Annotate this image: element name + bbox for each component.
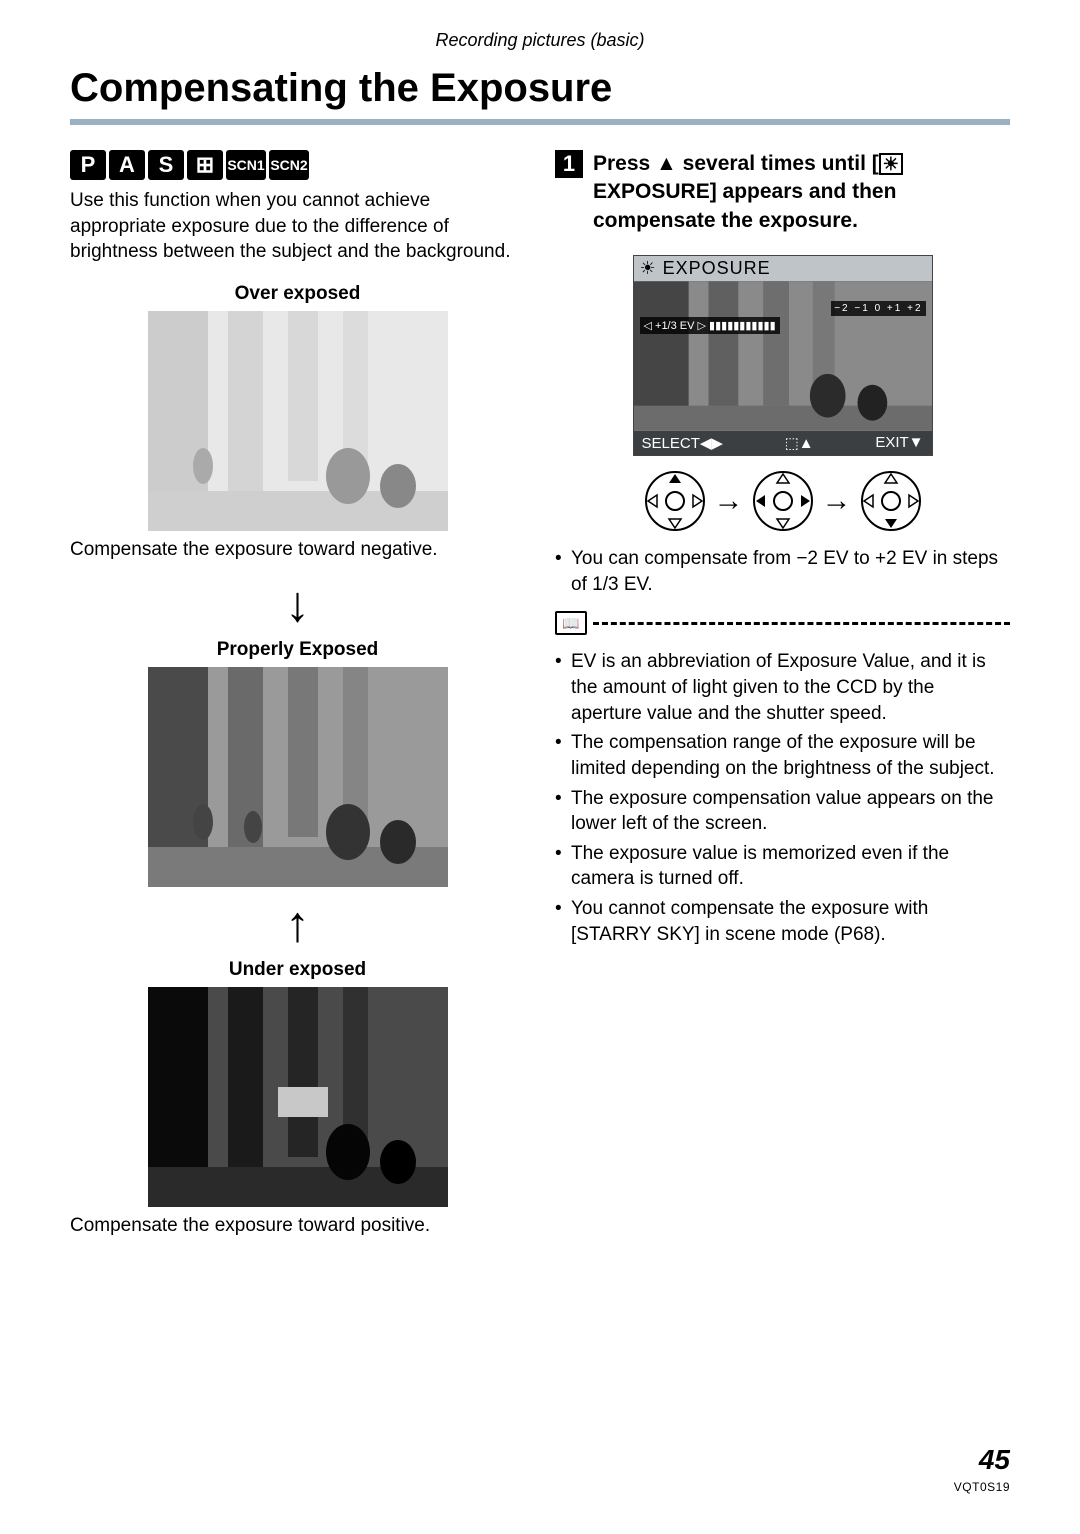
arrow-up-icon: ↑ [70,899,525,949]
bullet-compensate-range: •You can compensate from −2 EV to +2 EV … [555,546,1010,597]
arrow-right-icon: → [714,484,744,518]
mode-scn2-icon: SCN2 [269,150,309,180]
lcd-footer: SELECT◀▶ ⬚▲ EXIT▼ [634,431,932,455]
dpad-icon [860,470,922,532]
left-column: P A S ⊞ SCN1 SCN2 Use this function when… [70,150,525,1237]
under-exposed-photo [148,987,448,1207]
ev-readout: ◁ +1/3 EV ▷ ▮▮▮▮▮▮▮▮▮▮▮ [640,317,780,334]
over-exposed-label: Over exposed [70,283,525,305]
note-text: The compensation range of the exposure w… [571,730,1010,781]
properly-exposed-photo [148,667,448,887]
arrow-down-icon: ↓ [70,579,525,629]
mode-movie-icon: ⊞ [187,150,223,180]
lcd-screenshot: ☀ EXPOSURE −2 −1 0 +1 +2 ◁ +1/3 EV ▷ ▮▮▮… [633,255,933,456]
mode-s-icon: S [148,150,184,180]
mode-p-icon: P [70,150,106,180]
content-columns: P A S ⊞ SCN1 SCN2 Use this function when… [70,150,1010,1237]
document-id: VQT0S19 [954,1480,1010,1494]
dpad-sequence: → → [555,470,1010,532]
mode-scn1-icon: SCN1 [226,150,266,180]
mode-a-icon: A [109,150,145,180]
under-exposed-caption: Compensate the exposure toward positive. [70,1215,525,1237]
dpad-icon [752,470,814,532]
step-number: 1 [555,150,583,178]
page-number: 45 [954,1444,1010,1476]
step-1: 1 Press ▲ several times until [☀ EXPOSURE… [555,150,1010,235]
section-caption: Recording pictures (basic) [70,30,1010,51]
lcd-select: SELECT◀▶ [642,434,723,452]
intro-text: Use this function when you cannot achiev… [70,188,525,265]
notes-list: •EV is an abbreviation of Exposure Value… [555,649,1010,947]
step-instruction: Press ▲ several times until [☀ EXPOSURE] … [593,150,1010,235]
note-text: You cannot compensate the exposure with … [571,896,1010,947]
arrow-right-icon: → [822,484,852,518]
note-text: The exposure compensation value appears … [571,786,1010,837]
dpad-icon [644,470,706,532]
properly-exposed-label: Properly Exposed [70,639,525,661]
under-exposed-label: Under exposed [70,959,525,981]
step-line2b: EXPOSURE] appears and then compensate th… [593,180,896,231]
note-divider: 📖 [555,611,1010,635]
mode-icons: P A S ⊞ SCN1 SCN2 [70,150,525,180]
lcd-exit: EXIT▼ [875,434,923,452]
ev-scale: −2 −1 0 +1 +2 [831,301,925,316]
dash-line [593,622,1010,625]
note-text: EV is an abbreviation of Exposure Value,… [571,649,1010,726]
lcd-header: ☀ EXPOSURE [634,256,932,281]
page-title: Compensating the Exposure [70,66,1010,111]
note-icon: 📖 [555,611,587,635]
lcd-mid: ⬚▲ [785,434,814,452]
right-column: 1 Press ▲ several times until [☀ EXPOSURE… [555,150,1010,1237]
page-footer: 45 VQT0S19 [954,1444,1010,1494]
step-line1: Press ▲ several times until [593,152,866,175]
title-rule [70,119,1010,125]
over-exposed-caption: Compensate the exposure toward negative. [70,539,525,561]
over-exposed-photo [148,311,448,531]
lcd-image: −2 −1 0 +1 +2 ◁ +1/3 EV ▷ ▮▮▮▮▮▮▮▮▮▮▮ [634,281,932,431]
note-text: The exposure value is memorized even if … [571,841,1010,892]
exposure-icon: ☀ [879,153,903,175]
bullet-text: You can compensate from −2 EV to +2 EV i… [571,546,1010,597]
step-line2: [☀ [872,152,903,175]
